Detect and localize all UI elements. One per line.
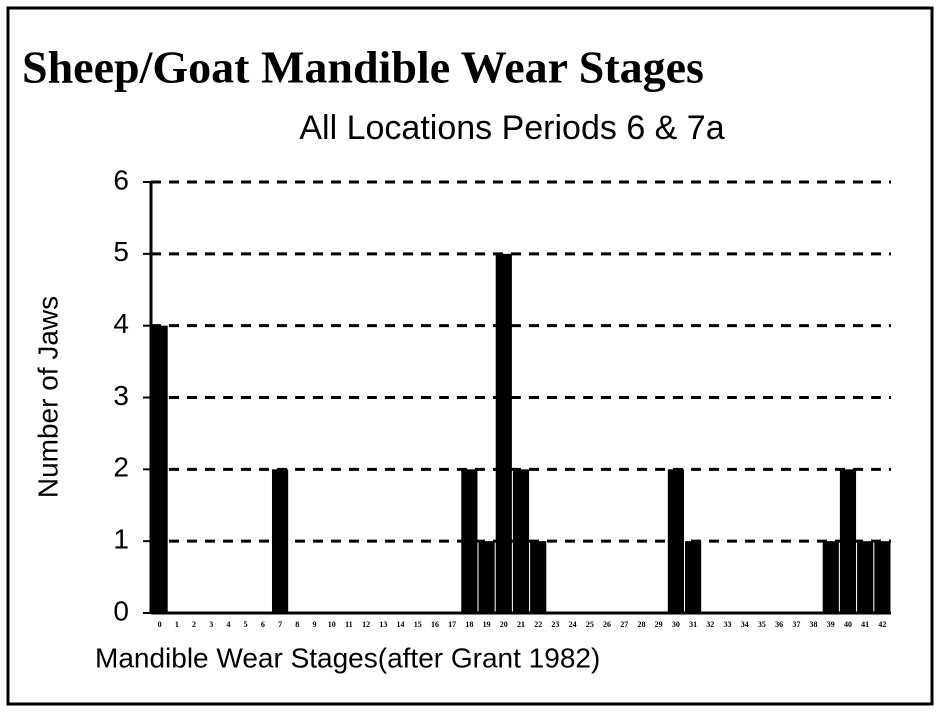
x-tick-label: 13 bbox=[379, 620, 387, 629]
bar bbox=[512, 469, 530, 613]
frame bbox=[6, 6, 934, 706]
x-tick-label: 36 bbox=[775, 620, 783, 629]
x-tick-label: 38 bbox=[810, 620, 818, 629]
bar bbox=[685, 541, 702, 613]
bar bbox=[478, 541, 495, 613]
x-tick-label: 39 bbox=[827, 620, 835, 629]
y-tick-label: 2 bbox=[113, 452, 129, 483]
x-tick-label: 18 bbox=[465, 620, 473, 629]
bar bbox=[461, 469, 478, 613]
x-tick-label: 31 bbox=[689, 620, 697, 629]
bar bbox=[271, 469, 289, 613]
x-tick-label: 2 bbox=[192, 620, 196, 629]
x-tick-label: 8 bbox=[295, 620, 299, 629]
bar bbox=[667, 469, 684, 613]
x-tick-label: 42 bbox=[878, 620, 886, 629]
bar bbox=[530, 541, 547, 613]
x-tick-label: 29 bbox=[655, 620, 663, 629]
x-tick-label: 7 bbox=[278, 620, 282, 629]
x-tick-label: 19 bbox=[483, 620, 491, 629]
x-tick-label: 11 bbox=[345, 620, 353, 629]
x-tick-label: 21 bbox=[517, 620, 525, 629]
x-tick-label: 14 bbox=[397, 620, 405, 629]
x-tick-label: 10 bbox=[328, 620, 336, 629]
bar bbox=[151, 325, 168, 613]
y-tick-label: 3 bbox=[113, 380, 129, 411]
x-tick-label: 24 bbox=[569, 620, 577, 629]
x-tick-label: 35 bbox=[758, 620, 766, 629]
x-tick-label: 27 bbox=[620, 620, 628, 629]
x-tick-label: 1 bbox=[175, 620, 179, 629]
chart-title: Sheep/Goat Mandible Wear Stages bbox=[22, 42, 704, 93]
x-tick-label: 6 bbox=[261, 620, 265, 629]
x-tick-label: 23 bbox=[551, 620, 559, 629]
bar bbox=[495, 253, 512, 614]
y-tick-label: 0 bbox=[113, 595, 129, 626]
bar bbox=[839, 469, 857, 613]
bar bbox=[822, 541, 839, 613]
x-tick-label: 15 bbox=[414, 620, 422, 629]
x-tick-label: 5 bbox=[244, 620, 248, 629]
x-tick-label: 3 bbox=[209, 620, 213, 629]
x-tick-label: 17 bbox=[448, 620, 456, 629]
x-tick-label: 16 bbox=[431, 620, 439, 629]
x-tick-label: 22 bbox=[534, 620, 542, 629]
x-tick-label: 9 bbox=[312, 620, 316, 629]
y-tick-label: 6 bbox=[113, 164, 129, 195]
x-tick-label: 30 bbox=[672, 620, 680, 629]
x-tick-label: 0 bbox=[158, 620, 162, 629]
bar bbox=[857, 541, 874, 613]
chart-subtitle: All Locations Periods 6 & 7a bbox=[299, 109, 724, 147]
x-tick-label: 41 bbox=[861, 620, 869, 629]
bar bbox=[874, 541, 891, 613]
x-tick-label: 32 bbox=[706, 620, 714, 629]
x-tick-label: 33 bbox=[724, 620, 732, 629]
x-tick-label: 34 bbox=[741, 620, 749, 629]
y-axis-label: Number of Jaws bbox=[32, 296, 63, 498]
y-tick-label: 4 bbox=[113, 308, 129, 339]
y-tick-label: 5 bbox=[113, 236, 129, 267]
x-tick-label: 40 bbox=[844, 620, 852, 629]
x-tick-label: 12 bbox=[362, 620, 370, 629]
x-tick-label: 4 bbox=[226, 620, 230, 629]
x-tick-label: 37 bbox=[792, 620, 800, 629]
y-tick-label: 1 bbox=[113, 524, 129, 555]
x-tick-label: 28 bbox=[637, 620, 645, 629]
x-tick-label: 26 bbox=[603, 620, 611, 629]
x-tick-label: 25 bbox=[586, 620, 594, 629]
x-tick-label: 20 bbox=[500, 620, 508, 629]
x-axis-label: Mandible Wear Stages(after Grant 1982) bbox=[95, 642, 600, 673]
